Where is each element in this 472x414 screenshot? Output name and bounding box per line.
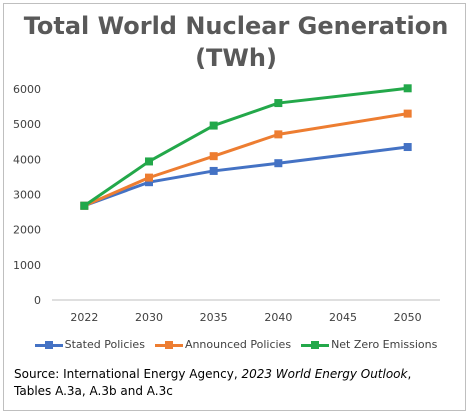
x-tick-label: 2045 — [329, 311, 357, 324]
legend-label-3: Net Zero Emissions — [331, 338, 438, 351]
series-marker-2 — [274, 130, 283, 139]
legend-label-2: Announced Policies — [184, 338, 292, 351]
chart-title-line2: (TWh) — [195, 44, 277, 72]
source-prefix: Source: International Energy Agency, — [14, 367, 242, 381]
x-tick-label: 2050 — [394, 311, 422, 324]
y-tick-label: 4000 — [13, 153, 41, 166]
series-marker-2 — [209, 152, 218, 161]
legend-swatch-1 — [34, 340, 63, 350]
source-report-title: 2023 World Energy Outlook — [241, 367, 408, 381]
legend-swatch-2 — [154, 340, 183, 350]
source-note: Source: International Energy Agency, 202… — [14, 366, 464, 400]
x-tick-label: 2040 — [264, 311, 292, 324]
series-marker-1 — [274, 159, 283, 168]
y-tick-label: 5000 — [13, 118, 41, 131]
y-tick-label: 6000 — [13, 83, 41, 96]
y-tick-label: 1000 — [13, 259, 41, 272]
x-tick-label: 2022 — [70, 311, 98, 324]
series-marker-3 — [209, 121, 218, 130]
series-marker-3 — [145, 157, 153, 166]
series-marker-1 — [403, 143, 412, 152]
legend-item-1: Stated Policies — [34, 338, 145, 351]
legend-label-1: Stated Policies — [64, 338, 145, 351]
chart-title: Total World Nuclear Generation (TWh) — [0, 10, 472, 74]
series-marker-3 — [274, 99, 283, 108]
series-marker-3 — [80, 201, 89, 210]
y-tick-label: 3000 — [13, 189, 41, 202]
chart-title-line1: Total World Nuclear Generation — [23, 12, 449, 40]
source-tables: Tables A.3a, A.3b and A.3c — [14, 384, 173, 398]
y-tick-label: 0 — [34, 294, 41, 307]
source-suffix: , — [407, 367, 412, 381]
x-tick-label: 2030 — [135, 311, 163, 324]
legend-swatch-3 — [301, 340, 330, 350]
legend-item-3: Net Zero Emissions — [301, 338, 437, 351]
series-line-2 — [83, 112, 408, 208]
series-line-1 — [83, 145, 408, 208]
series-marker-1 — [209, 166, 218, 175]
x-tick-label: 2035 — [200, 311, 228, 324]
series-marker-2 — [403, 109, 412, 118]
series-marker-2 — [145, 173, 153, 182]
chart-frame — [3, 3, 466, 411]
chart-legend: Stated Policies Announced Policies Net Zer… — [0, 338, 472, 351]
legend-item-2: Announced Policies — [154, 338, 292, 351]
series-marker-3 — [403, 84, 412, 93]
y-tick-label: 2000 — [13, 224, 41, 237]
